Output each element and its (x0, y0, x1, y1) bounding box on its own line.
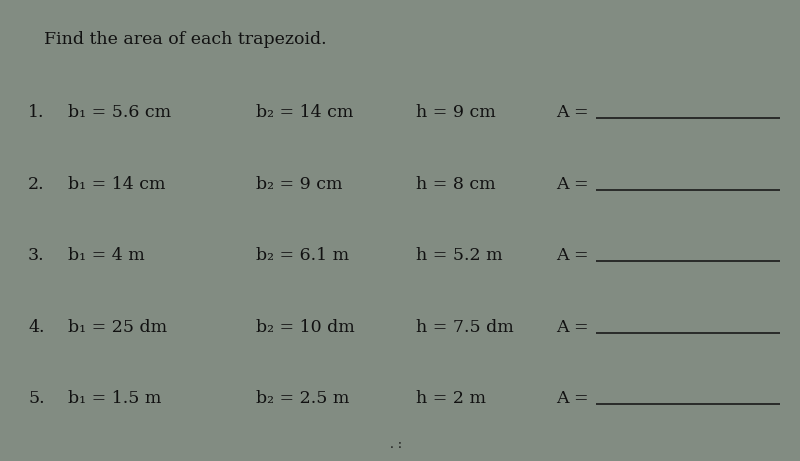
Text: h = 8 cm: h = 8 cm (416, 176, 496, 193)
Text: A =: A = (556, 248, 594, 264)
Text: b₁ = 14 cm: b₁ = 14 cm (68, 176, 166, 193)
Text: b₂ = 9 cm: b₂ = 9 cm (256, 176, 342, 193)
Text: b₂ = 2.5 m: b₂ = 2.5 m (256, 390, 350, 407)
Text: b₁ = 5.6 cm: b₁ = 5.6 cm (68, 105, 171, 121)
Text: A =: A = (556, 105, 594, 121)
Text: b₂ = 6.1 m: b₂ = 6.1 m (256, 248, 349, 264)
Text: 1.: 1. (28, 105, 45, 121)
Text: A =: A = (556, 390, 594, 407)
Text: A =: A = (556, 176, 594, 193)
Text: Find the area of each trapezoid.: Find the area of each trapezoid. (44, 31, 326, 48)
Text: h = 7.5 dm: h = 7.5 dm (416, 319, 514, 336)
Text: 5.: 5. (28, 390, 45, 407)
Text: h = 5.2 m: h = 5.2 m (416, 248, 502, 264)
Text: h = 9 cm: h = 9 cm (416, 105, 496, 121)
Text: 3.: 3. (28, 248, 45, 264)
Text: b₂ = 10 dm: b₂ = 10 dm (256, 319, 354, 336)
Text: h = 2 m: h = 2 m (416, 390, 486, 407)
Text: 2.: 2. (28, 176, 45, 193)
Text: b₂ = 14 cm: b₂ = 14 cm (256, 105, 354, 121)
Text: b₁ = 1.5 m: b₁ = 1.5 m (68, 390, 162, 407)
Text: b₁ = 25 dm: b₁ = 25 dm (68, 319, 167, 336)
Text: . :: . : (390, 438, 402, 451)
Text: A =: A = (556, 319, 594, 336)
Text: 4.: 4. (28, 319, 45, 336)
Text: b₁ = 4 m: b₁ = 4 m (68, 248, 145, 264)
